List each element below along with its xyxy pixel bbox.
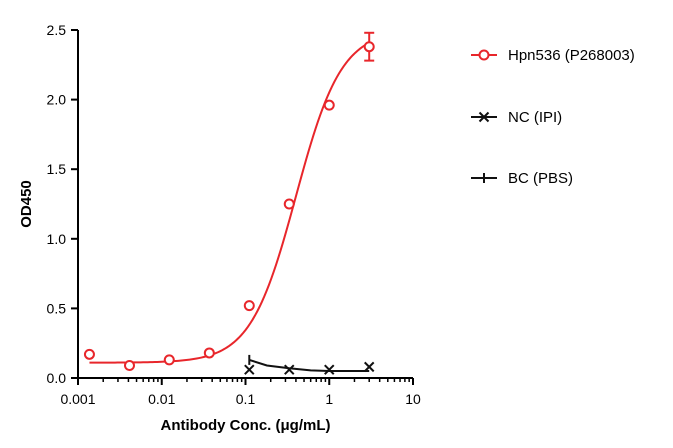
legend-item: Hpn536 (P268003) bbox=[471, 47, 635, 64]
data-point bbox=[123, 359, 135, 371]
x-tick-label: 0.1 bbox=[236, 391, 256, 407]
x-tick-label: 0.01 bbox=[148, 391, 175, 407]
plot-area bbox=[83, 31, 375, 375]
fit-curve bbox=[248, 358, 370, 373]
data-point bbox=[243, 300, 255, 312]
fit-curve bbox=[89, 41, 370, 364]
y-tick-label: 0.5 bbox=[47, 300, 67, 316]
y-tick-label: 0.0 bbox=[47, 370, 67, 386]
data-point bbox=[284, 364, 295, 375]
data-point bbox=[323, 99, 335, 111]
y-tick-label: 2.5 bbox=[47, 22, 67, 38]
x-tick-label: 10 bbox=[405, 391, 421, 407]
marker-stroke bbox=[364, 361, 375, 373]
x-tick-label: 0.001 bbox=[60, 391, 95, 407]
x-tick-label: 1 bbox=[325, 391, 333, 407]
data-point bbox=[283, 198, 295, 210]
marker-stroke bbox=[284, 364, 295, 375]
data-point bbox=[363, 41, 375, 53]
data-point bbox=[244, 364, 255, 375]
legend-item: NC (IPI) bbox=[471, 109, 562, 126]
data-point bbox=[478, 49, 490, 61]
data-point bbox=[324, 364, 335, 375]
data-point bbox=[478, 111, 490, 123]
series-0 bbox=[83, 31, 375, 371]
x-axis-title: Antibody Conc. (μg/mL) bbox=[161, 417, 331, 434]
marker-stroke bbox=[324, 364, 335, 375]
x-axis-ticks: 0.001 0.01 0.1 1 10 bbox=[60, 378, 421, 407]
data-point bbox=[83, 348, 95, 360]
series-1 bbox=[244, 358, 375, 375]
y-tick-label: 1.5 bbox=[47, 161, 67, 177]
marker-stroke bbox=[244, 364, 255, 375]
legend-label: NC (IPI) bbox=[508, 109, 562, 126]
data-point bbox=[203, 347, 215, 359]
y-tick-label: 2.0 bbox=[47, 92, 67, 108]
axes bbox=[77, 30, 413, 379]
data-point bbox=[163, 354, 175, 366]
y-axis-title: OD450 bbox=[18, 180, 35, 228]
legend: Hpn536 (P268003) NC (IPI) BC (PBS) bbox=[471, 47, 635, 187]
legend-label: BC (PBS) bbox=[508, 170, 573, 187]
data-point bbox=[479, 173, 489, 183]
data-point bbox=[364, 361, 375, 373]
y-axis-ticks: 0.0 0.5 1.0 1.5 2.0 2.5 bbox=[47, 22, 78, 386]
legend-label: Hpn536 (P268003) bbox=[508, 47, 635, 64]
marker-stroke bbox=[478, 111, 490, 123]
y-tick-label: 1.0 bbox=[47, 231, 67, 247]
legend-item: BC (PBS) bbox=[471, 170, 573, 187]
